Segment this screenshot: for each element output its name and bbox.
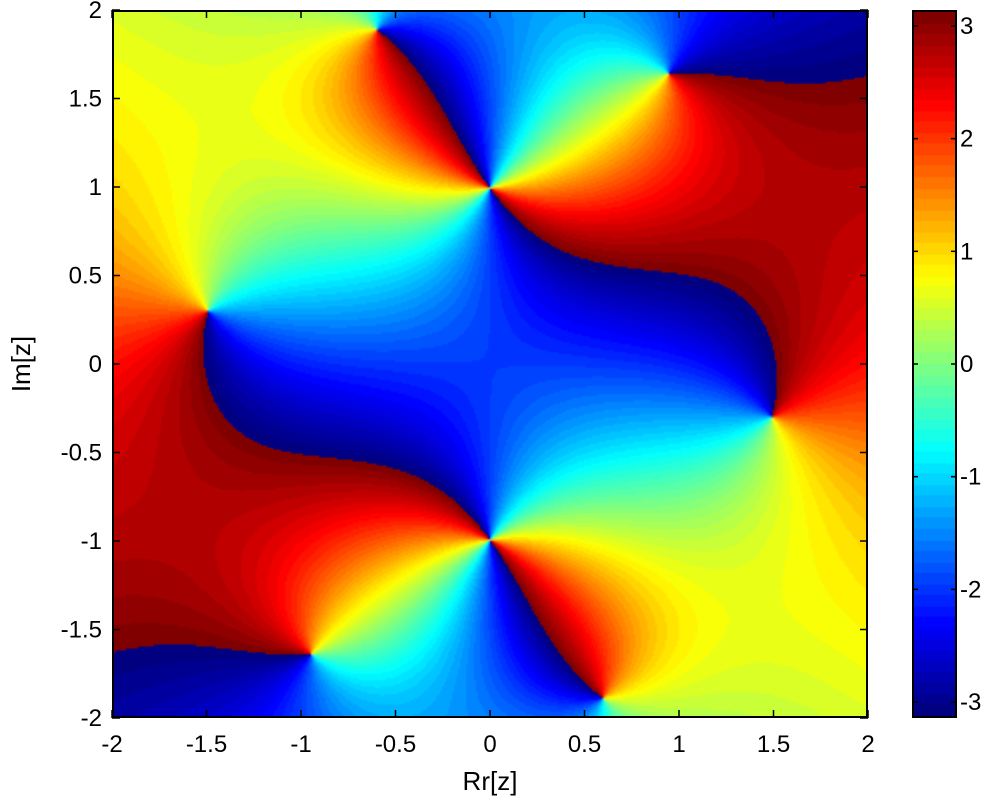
tick-label: 0 bbox=[89, 351, 102, 378]
phase-heatmap bbox=[114, 12, 866, 716]
tick-label: 0 bbox=[960, 351, 973, 378]
x-axis-ticks: -2 -1.5 -1 -0.5 0 0.5 1 1.5 2 bbox=[101, 10, 875, 758]
tick-label: 1 bbox=[672, 731, 685, 758]
colorbar-ticks: 3 2 1 0 -1 -2 -3 bbox=[912, 13, 981, 716]
tick-label: -0.5 bbox=[61, 440, 102, 467]
tick-label: 1.5 bbox=[69, 86, 102, 113]
tick-label: -1.5 bbox=[186, 731, 227, 758]
tick-label: -1.5 bbox=[61, 617, 102, 644]
tick-label: -1 bbox=[290, 731, 311, 758]
tick-label: -1 bbox=[960, 464, 981, 491]
tick-label: 2 bbox=[960, 126, 973, 153]
tick-label: 1 bbox=[960, 238, 973, 265]
tick-label: 2 bbox=[861, 731, 874, 758]
tick-label: -2 bbox=[101, 731, 122, 758]
tick-label: 0.5 bbox=[568, 731, 601, 758]
phase-plot-area bbox=[112, 10, 868, 718]
colorbar-gradient bbox=[914, 12, 955, 716]
tick-label: 0.5 bbox=[69, 263, 102, 290]
tick-label: -0.5 bbox=[375, 731, 416, 758]
tick-label: 1 bbox=[89, 174, 102, 201]
tick-label: 3 bbox=[960, 13, 973, 40]
tick-label: -1 bbox=[81, 528, 102, 555]
tick-label: -2 bbox=[81, 705, 102, 732]
tick-label: -2 bbox=[960, 576, 981, 603]
y-axis-label: Im[z] bbox=[6, 336, 36, 392]
tick-label: -3 bbox=[960, 689, 981, 716]
y-axis-ticks: 2 1.5 1 0.5 0 -0.5 -1 -1.5 -2 bbox=[61, 0, 868, 732]
tick-label: 0 bbox=[483, 731, 496, 758]
tick-label: 2 bbox=[89, 0, 102, 24]
x-axis-label: Rr[z] bbox=[463, 766, 518, 796]
tick-label: 1.5 bbox=[757, 731, 790, 758]
